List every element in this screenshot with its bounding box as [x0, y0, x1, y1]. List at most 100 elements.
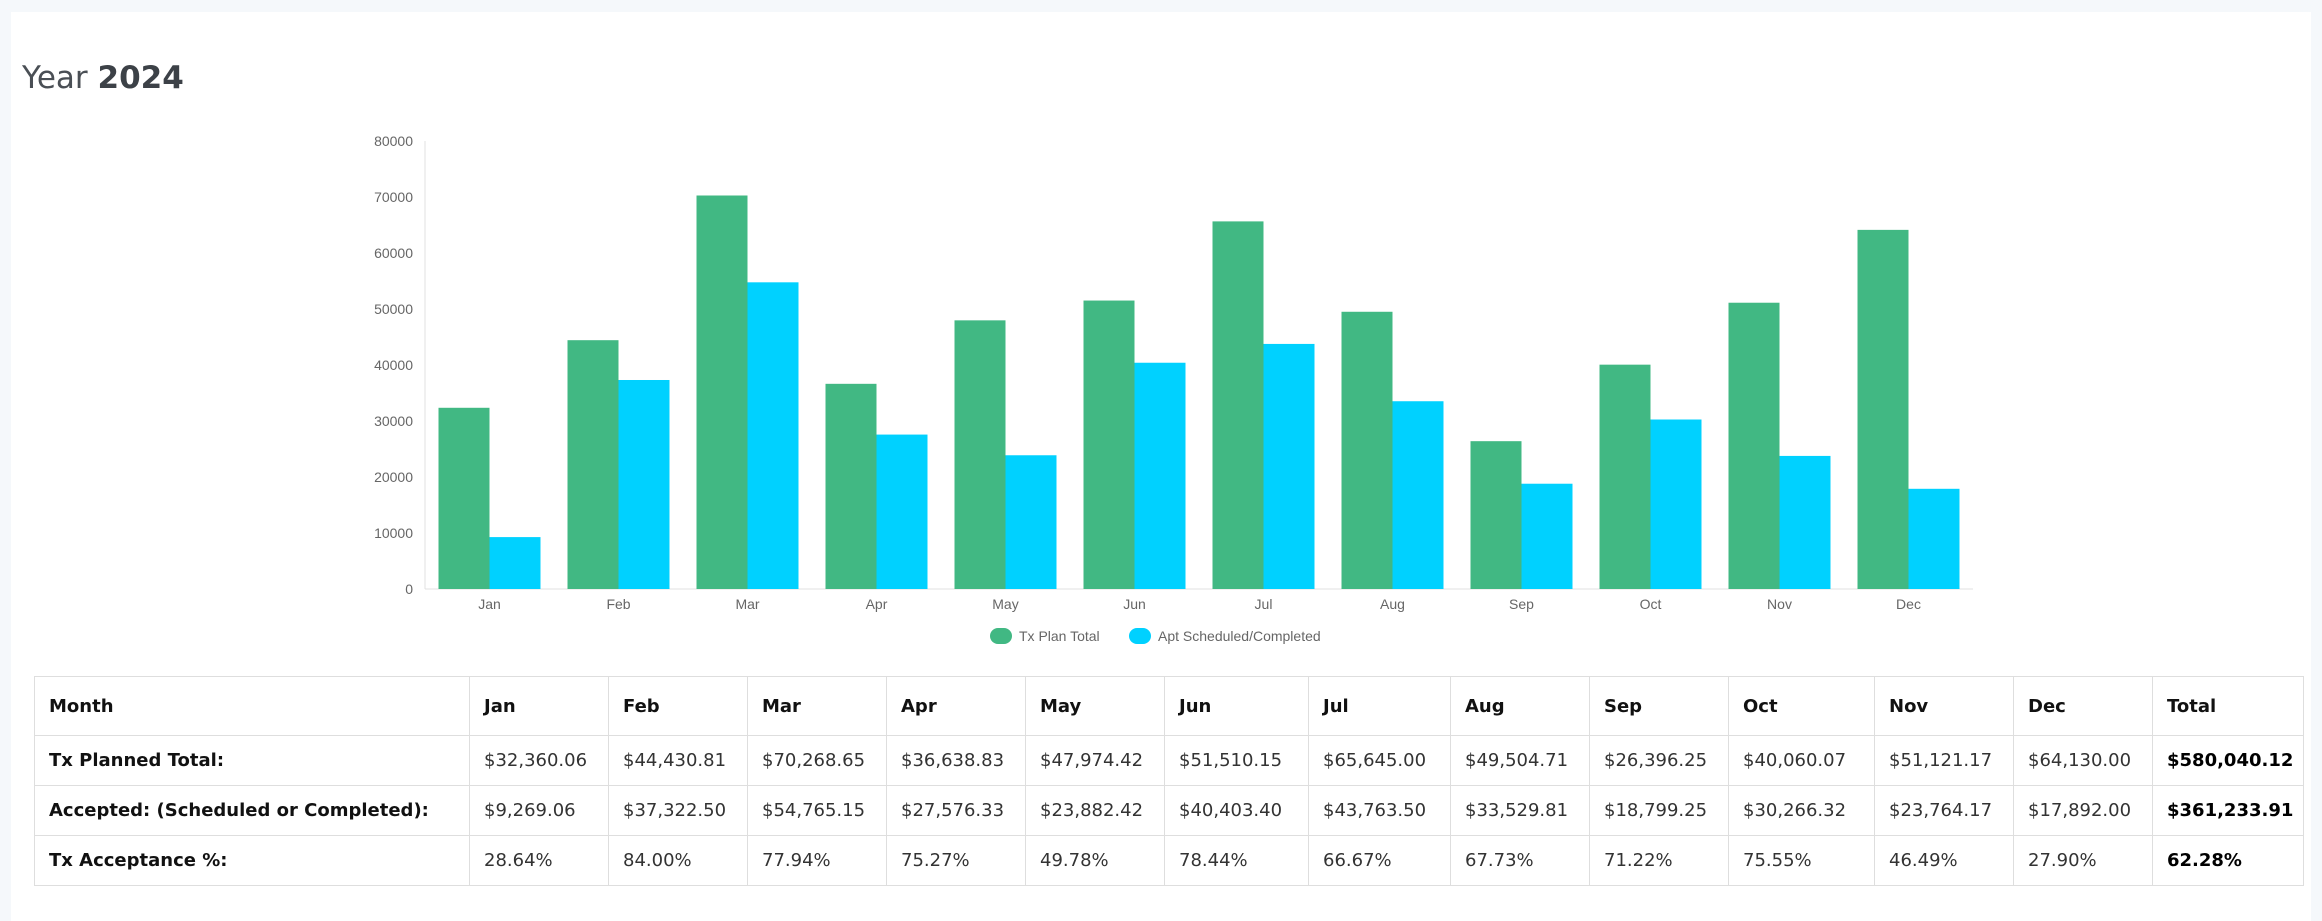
table-cell: $51,121.17	[1874, 735, 2014, 786]
bar-tx-plan-total	[1599, 364, 1651, 589]
x-tick-label: Jan	[478, 596, 501, 612]
bar-apt-scheduled	[1005, 455, 1057, 589]
bar-chart: 0 10000 20000 30000 40000 50000 60000 70000 8000…	[374, 133, 1973, 644]
legend-label-tx-plan: Tx Plan Total	[1019, 628, 1100, 644]
column-header-jun: Jun	[1164, 676, 1309, 736]
table-cell: $40,403.40	[1164, 785, 1309, 836]
bar-apt-scheduled	[1263, 343, 1315, 589]
y-tick-label: 70000	[374, 189, 413, 205]
table-cell: $18,799.25	[1589, 785, 1729, 836]
bar-tx-plan-total	[567, 340, 619, 589]
bar-apt-scheduled	[1650, 419, 1702, 589]
table-cell: 84.00%	[608, 835, 748, 886]
column-header-may: May	[1025, 676, 1165, 736]
y-tick-label: 80000	[374, 133, 413, 149]
bar-tx-plan-total	[1728, 302, 1780, 589]
column-header-jul: Jul	[1308, 676, 1451, 736]
title-prefix: Year	[22, 60, 88, 96]
legend-label-apt: Apt Scheduled/Completed	[1158, 628, 1321, 644]
x-tick-label: Dec	[1896, 596, 1921, 612]
column-header-nov: Nov	[1874, 676, 2014, 736]
table-cell: $30,266.32	[1728, 785, 1875, 836]
table-cell: $9,269.06	[469, 785, 609, 836]
legend-swatch-apt	[1129, 628, 1151, 644]
summary-table: Month Jan Feb Mar Apr May Jun Jul Aug Sep Oct Nov De…	[34, 676, 2304, 886]
x-tick-label: Aug	[1380, 596, 1405, 612]
table-cell: $47,974.42	[1025, 735, 1165, 786]
bar-tx-plan-total	[954, 320, 1006, 589]
x-tick-label: Feb	[606, 596, 630, 612]
column-header-month: Month	[34, 676, 470, 736]
table-cell: 71.22%	[1589, 835, 1729, 886]
table-cell: $64,130.00	[2013, 735, 2153, 786]
bar-apt-scheduled	[747, 282, 799, 589]
title-year: 2024	[97, 60, 184, 96]
x-tick-label: Mar	[735, 596, 759, 612]
y-tick-label: 50000	[374, 301, 413, 317]
table-row: Tx Acceptance %: 28.64% 84.00% 77.94% 75.27%…	[34, 835, 2304, 886]
table-cell: 75.55%	[1728, 835, 1875, 886]
x-tick-label: Jun	[1123, 596, 1146, 612]
bar-tx-plan-total	[1857, 229, 1909, 589]
x-tick-label: Sep	[1509, 596, 1534, 612]
page-title: Year 2024	[22, 60, 184, 96]
table-cell: 28.64%	[469, 835, 609, 886]
x-tick-label: Jul	[1255, 596, 1273, 612]
table-cell: $32,360.06	[469, 735, 609, 786]
column-header-jan: Jan	[469, 676, 609, 736]
summary-table-container: Month Jan Feb Mar Apr May Jun Jul Aug Sep Oct Nov De…	[34, 676, 2304, 886]
table-cell: 77.94%	[747, 835, 887, 886]
row-total-cell: 62.28%	[2152, 835, 2304, 886]
table-cell: $65,645.00	[1308, 735, 1451, 786]
bar-tx-plan-total	[438, 407, 490, 589]
x-tick-label: Nov	[1767, 596, 1792, 612]
table-cell: $23,882.42	[1025, 785, 1165, 836]
bar-apt-scheduled	[1134, 362, 1186, 589]
table-cell: $44,430.81	[608, 735, 748, 786]
y-tick-label: 20000	[374, 469, 413, 485]
table-cell: $27,576.33	[886, 785, 1026, 836]
x-tick-label: Oct	[1640, 596, 1662, 612]
column-header-oct: Oct	[1728, 676, 1875, 736]
bar-apt-scheduled	[1521, 483, 1573, 589]
column-header-aug: Aug	[1450, 676, 1590, 736]
bar-tx-plan-total	[696, 195, 748, 590]
row-total-cell: $580,040.12	[2152, 735, 2304, 786]
column-header-sep: Sep	[1589, 676, 1729, 736]
bar-apt-scheduled	[1779, 455, 1831, 589]
table-cell: $36,638.83	[886, 735, 1026, 786]
column-header-total: Total	[2152, 676, 2304, 736]
bar-apt-scheduled	[489, 537, 541, 589]
table-cell: $23,764.17	[1874, 785, 2014, 836]
table-cell: 49.78%	[1025, 835, 1165, 886]
table-cell: $37,322.50	[608, 785, 748, 836]
table-cell: $43,763.50	[1308, 785, 1451, 836]
table-cell: 75.27%	[886, 835, 1026, 886]
bar-apt-scheduled	[1908, 488, 1960, 589]
table-cell: 67.73%	[1450, 835, 1590, 886]
table-cell: $17,892.00	[2013, 785, 2153, 836]
table-header-row: Month Jan Feb Mar Apr May Jun Jul Aug Sep Oct Nov De…	[34, 676, 2304, 736]
table-row: Accepted: (Scheduled or Completed): $9,26…	[34, 785, 2304, 836]
y-tick-label: 30000	[374, 413, 413, 429]
x-tick-label: May	[992, 596, 1018, 612]
table-cell: $54,765.15	[747, 785, 887, 836]
table-cell: 66.67%	[1308, 835, 1451, 886]
column-header-apr: Apr	[886, 676, 1026, 736]
y-tick-label: 60000	[374, 245, 413, 261]
table-cell: $51,510.15	[1164, 735, 1309, 786]
table-row: Tx Planned Total: $32,360.06 $44,430.81 $70…	[34, 735, 2304, 786]
table-cell: $33,529.81	[1450, 785, 1590, 836]
column-header-dec: Dec	[2013, 676, 2153, 736]
row-label: Tx Planned Total:	[34, 735, 470, 786]
bar-tx-plan-total	[1341, 311, 1393, 589]
row-total-cell: $361,233.91	[2152, 785, 2304, 836]
y-tick-label: 0	[405, 581, 413, 597]
y-tick-label: 40000	[374, 357, 413, 373]
row-label: Tx Acceptance %:	[34, 835, 470, 886]
bar-apt-scheduled	[618, 379, 670, 589]
bar-apt-scheduled	[1392, 401, 1444, 589]
table-cell: 46.49%	[1874, 835, 2014, 886]
bar-tx-plan-total	[825, 383, 877, 589]
table-cell: $40,060.07	[1728, 735, 1875, 786]
